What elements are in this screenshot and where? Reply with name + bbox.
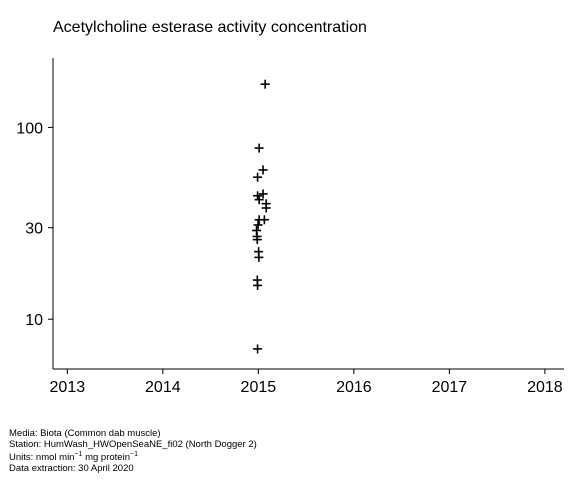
units-prefix: Units: nmol min	[9, 452, 75, 464]
units-middle: mg protein	[82, 452, 130, 464]
x-tick-label: 2017	[432, 379, 468, 396]
footnote-station: Station: HumWash_HWOpenSeaNE_fi02 (North…	[9, 438, 257, 450]
data-point-marker	[254, 195, 264, 205]
footnote-media: Media: Biota (Common dab muscle)	[9, 428, 161, 439]
y-tick-label: 30	[25, 221, 43, 238]
data-point-marker	[253, 191, 263, 201]
x-tick-label: 2016	[336, 379, 372, 396]
data-point-marker	[258, 165, 268, 175]
footnote-units: Units: nmol min−1 mg protein−1	[9, 450, 257, 464]
data-point-marker	[252, 235, 262, 245]
scatter-plot: 10 30 100 2013 2014 2015 2016 2017 2018	[16, 58, 564, 396]
chart-title: Acetylcholine esterase activity concentr…	[53, 19, 367, 36]
footnote-extraction: Data extraction: 30 April 2020	[9, 462, 134, 474]
data-point-marker	[253, 220, 263, 230]
units-sup-1: −1	[74, 451, 83, 458]
data-point-marker	[258, 189, 268, 199]
data-point-marker	[260, 79, 270, 89]
x-tick-label: 2015	[241, 379, 277, 396]
data-points	[252, 79, 271, 354]
data-point-marker	[261, 203, 271, 213]
data-point-marker	[254, 143, 264, 153]
data-point-marker	[253, 280, 263, 290]
data-point-marker	[259, 215, 269, 225]
x-tick-label: 2018	[527, 379, 563, 396]
x-tick-label: 2014	[145, 379, 181, 396]
y-tick-label: 10	[25, 312, 43, 329]
x-tick-label: 2013	[50, 379, 86, 396]
units-sup-2: −1	[129, 451, 138, 458]
footnotes: Media: Biota (Common dab muscle) Station…	[9, 428, 257, 474]
y-tick-label: 100	[16, 120, 43, 137]
data-point-marker	[253, 172, 263, 182]
data-point-marker	[253, 344, 263, 354]
data-point-marker	[254, 252, 264, 262]
plot-axes: 10 30 100 2013 2014 2015 2016 2017 2018	[16, 58, 564, 396]
